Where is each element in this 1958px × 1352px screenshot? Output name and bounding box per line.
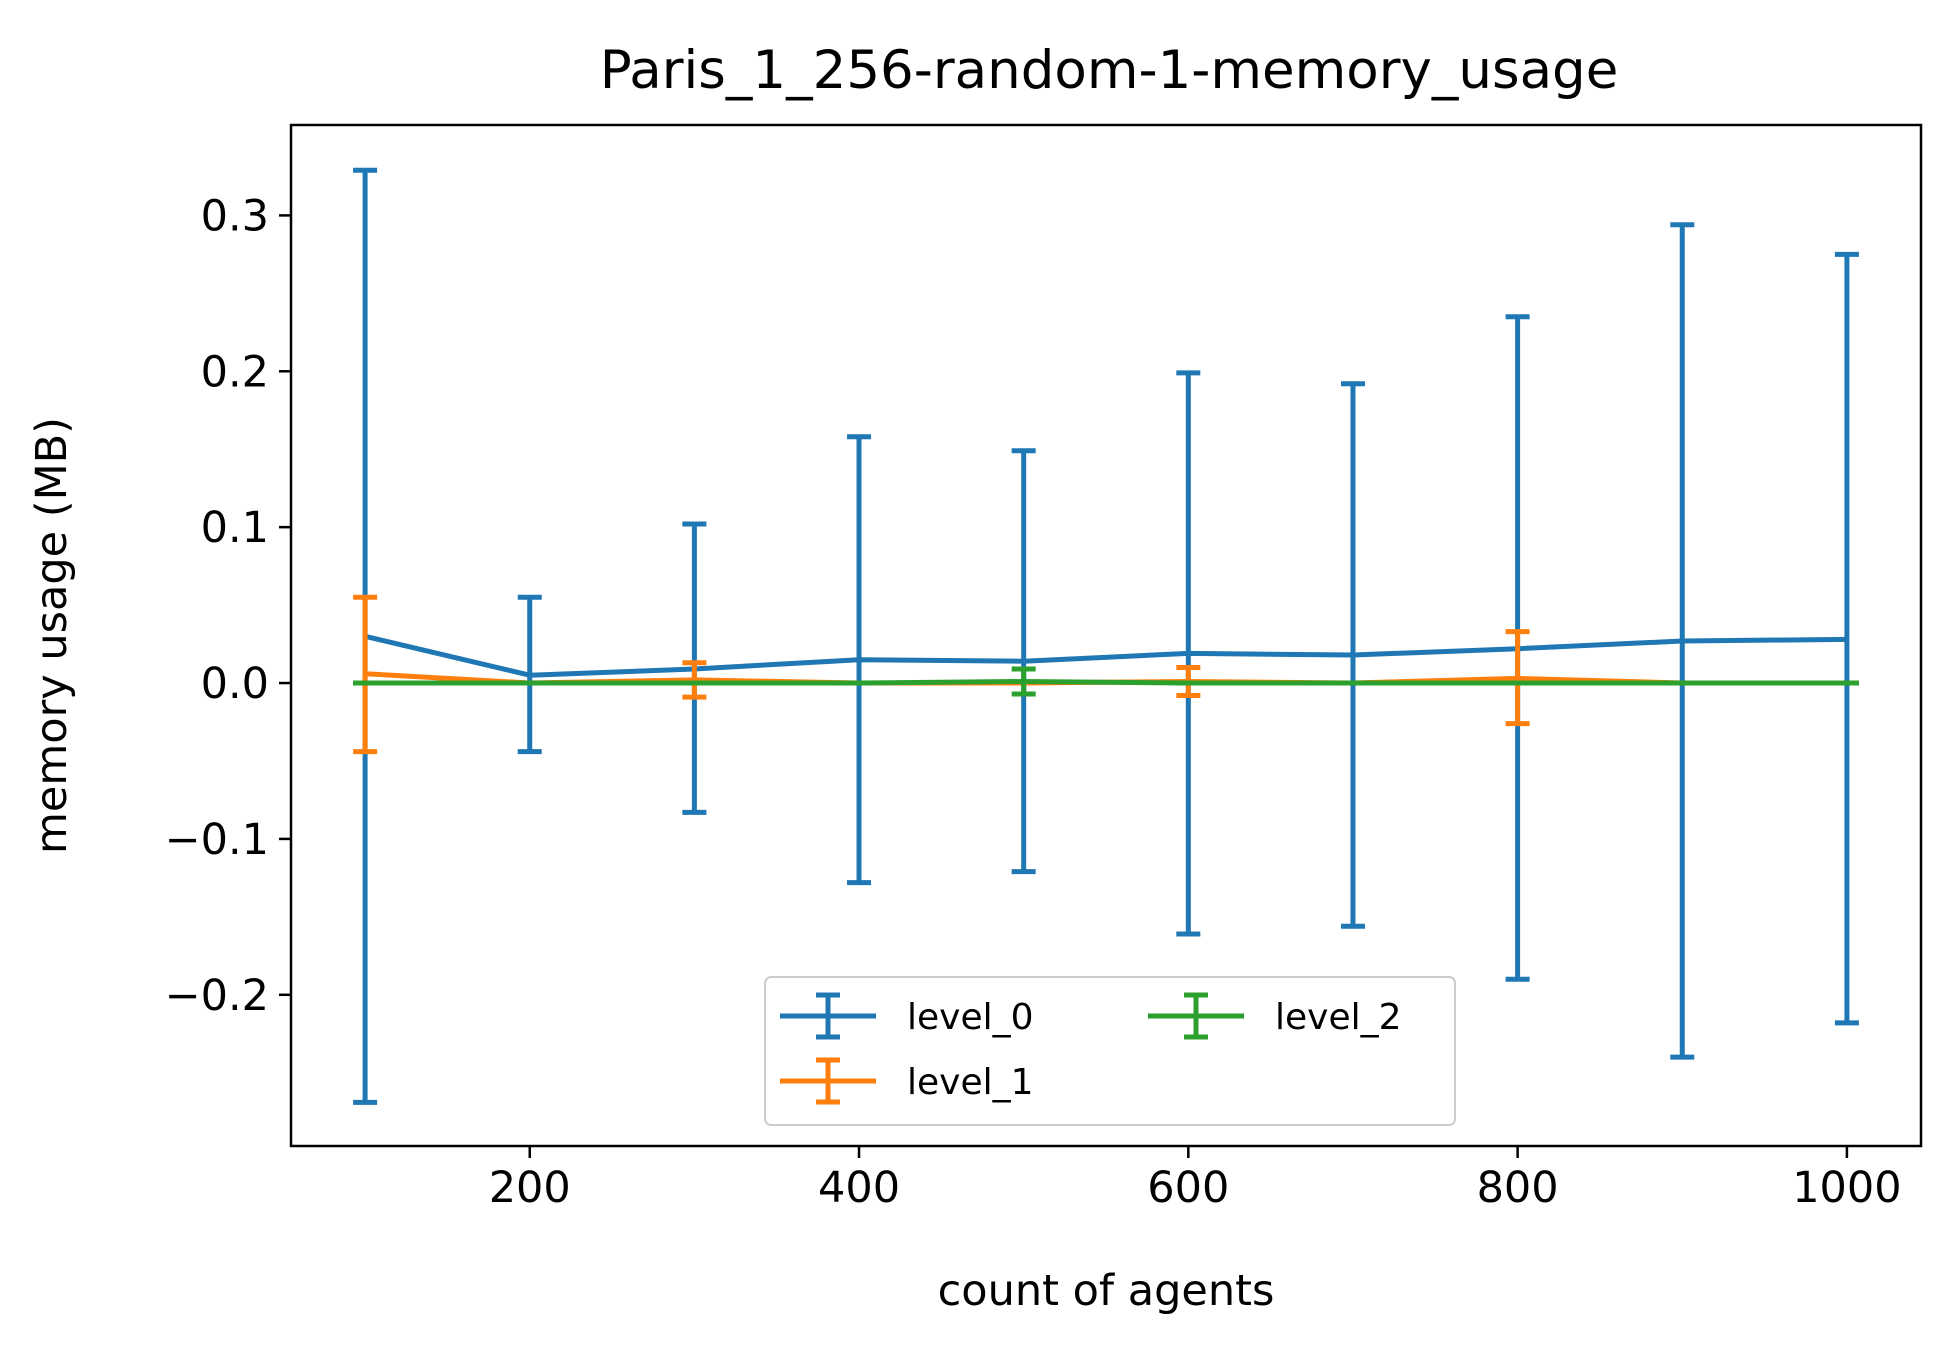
plot-frame [289,123,1923,1148]
y-axis: −0.2 −0.1 0.0 0.1 0.2 0.3 [165,191,291,1021]
error-bar [1670,222,1695,1060]
error-bar [517,594,542,755]
x-axis: 200 400 600 800 1000 [489,1146,1902,1213]
series-level_2 [353,666,1859,697]
legend-label: level_2 [1275,997,1402,1038]
y-tick-label: 0.0 [201,659,269,709]
x-axis-label: count of agents [938,1266,1275,1316]
legend-box [764,976,1456,1126]
series-line-level_2 [365,679,1847,686]
y-tick-label: 0.2 [201,347,269,397]
y-tick-label: −0.1 [165,815,269,865]
legend: level_0 level_1 level_2 [764,976,1456,1126]
series-line-level_0 [364,633,1847,678]
y-tick-label: 0.1 [201,503,269,553]
series-level_0 [353,167,1859,1105]
error-bar [1011,666,1036,697]
plot-area [353,167,1859,1105]
x-tick-label: 800 [1477,1163,1559,1213]
y-axis-label: memory usage (MB) [27,417,77,854]
x-tick-label: 400 [818,1163,900,1213]
x-tick-label: 1000 [1792,1163,1901,1213]
error-bar [1340,381,1365,929]
error-bar [1505,629,1530,727]
legend-item-level_0: level_0 [780,992,1034,1040]
legend-label: level_1 [907,1062,1034,1103]
error-bar [1011,448,1036,875]
y-tick-label: 0.3 [201,191,269,241]
error-bar [682,660,707,700]
error-bar [1834,251,1859,1026]
legend-label: level_0 [907,997,1034,1038]
error-bar [847,434,872,886]
x-tick-label: 200 [489,1163,571,1213]
y-tick-label: −0.2 [165,971,269,1021]
x-tick-label: 600 [1147,1163,1229,1213]
legend-item-level_2: level_2 [1148,992,1402,1040]
chart-title: Paris_1_256-random-1-memory_usage [600,40,1619,101]
legend-item-level_1: level_1 [780,1057,1034,1105]
error-bar [353,594,378,755]
error-bar [1176,370,1201,937]
